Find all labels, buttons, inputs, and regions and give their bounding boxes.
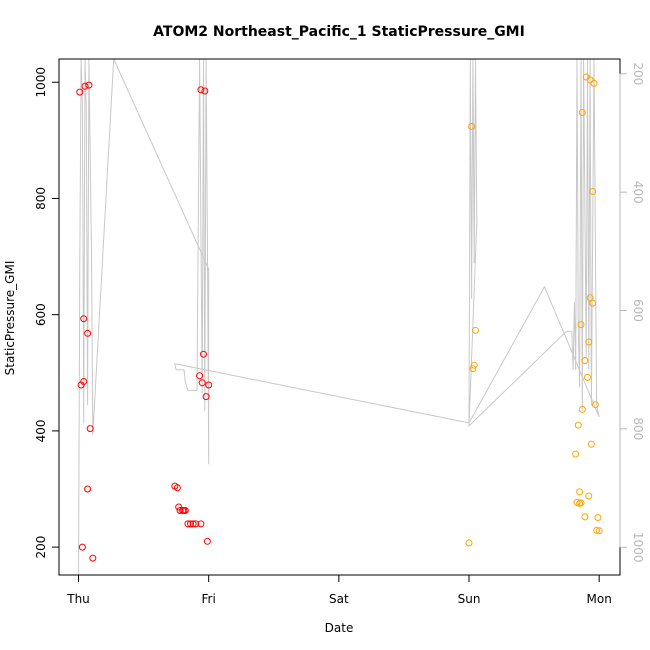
data-point — [595, 527, 603, 535]
y-axis-left: 200 400 600 800 1000 — [34, 67, 60, 559]
data-point — [589, 188, 597, 195]
data-point — [189, 520, 197, 528]
data-point — [76, 88, 84, 96]
y-tick-label: 800 — [34, 187, 48, 210]
y-tick-label: 1000 — [34, 67, 48, 98]
data-point — [593, 526, 601, 534]
data-point — [577, 499, 585, 507]
data-point — [80, 315, 88, 323]
data-point — [469, 365, 477, 373]
data-point — [175, 503, 183, 511]
data-point — [576, 488, 584, 496]
data-point — [578, 109, 586, 116]
chart-title: ATOM2 Northeast_Pacific_1 StaticPressure… — [153, 24, 525, 40]
data-point — [80, 378, 88, 385]
data-point — [581, 357, 589, 365]
data-point — [590, 79, 598, 87]
data-point — [173, 484, 181, 492]
data-point — [594, 514, 602, 521]
y2-tick-label: 200 — [631, 62, 645, 85]
x-tick-label: Sat — [329, 592, 349, 606]
data-point — [572, 450, 580, 458]
y2-tick-label: 400 — [631, 181, 645, 204]
y2-tick-label: 600 — [631, 299, 645, 322]
data-point — [201, 87, 209, 95]
data-point — [577, 321, 585, 329]
data-point — [202, 393, 210, 401]
data-point — [581, 513, 589, 521]
data-point — [184, 520, 192, 528]
x-tick-label: Sun — [458, 592, 481, 606]
data-point — [192, 520, 200, 528]
y-tick-label: 600 — [34, 303, 48, 326]
data-point — [585, 338, 593, 346]
data-point — [81, 82, 89, 90]
data-point — [197, 520, 205, 528]
data-point — [586, 76, 594, 84]
data-point — [472, 326, 479, 334]
data-point — [470, 361, 478, 369]
data-point — [89, 554, 97, 562]
data-point — [589, 299, 597, 307]
data-point — [465, 539, 473, 547]
y-axis-right: 200 400 600 800 1000 — [619, 62, 645, 563]
y-tick-label: 400 — [34, 419, 48, 442]
data-point — [205, 381, 213, 389]
data-point — [468, 122, 476, 130]
data-point — [181, 507, 189, 514]
data-point — [187, 520, 194, 528]
y2-tick-label: 1000 — [631, 532, 645, 563]
y2-tick-label: 800 — [631, 417, 645, 440]
x-tick-label: Thu — [66, 592, 90, 606]
data-point — [197, 86, 205, 94]
data-point — [203, 537, 211, 545]
points-layer — [76, 73, 603, 562]
x-tick-label: Fri — [202, 592, 216, 606]
x-axis-label: Date — [325, 621, 354, 635]
x-tick-label: Mon — [587, 592, 612, 606]
y-tick-label: 200 — [34, 536, 48, 559]
data-point — [200, 350, 207, 358]
x-axis: Thu Fri Sat Sun Mon — [66, 574, 612, 606]
data-point — [85, 81, 93, 89]
data-point — [585, 492, 593, 500]
data-point — [584, 373, 591, 381]
data-point — [578, 405, 586, 413]
data-point — [78, 543, 86, 551]
data-point — [587, 440, 595, 448]
data-point — [198, 379, 206, 387]
data-point — [196, 372, 204, 380]
data-point — [84, 485, 92, 493]
data-point — [86, 425, 94, 433]
data-point — [176, 507, 184, 514]
data-point — [84, 329, 92, 337]
y-axis-label: StaticPressure_GMI — [3, 261, 17, 376]
data-point — [591, 401, 599, 409]
data-point — [574, 421, 582, 429]
